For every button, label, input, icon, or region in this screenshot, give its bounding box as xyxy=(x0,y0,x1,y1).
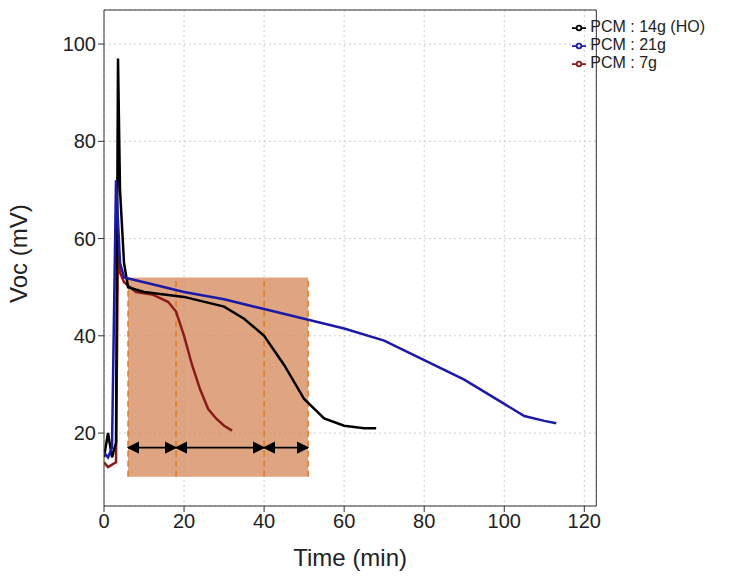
svg-text:40: 40 xyxy=(74,325,96,347)
svg-text:60: 60 xyxy=(333,510,355,532)
svg-text:0: 0 xyxy=(98,510,109,532)
svg-text:Time (min): Time (min) xyxy=(293,544,407,571)
svg-text:80: 80 xyxy=(413,510,435,532)
html-text:PCM : 14g (HO): PCM : 14g (HO) xyxy=(590,18,705,35)
svg-text:40: 40 xyxy=(253,510,275,532)
svg-text:120: 120 xyxy=(568,510,601,532)
svg-text:60: 60 xyxy=(74,228,96,250)
svg-text:20: 20 xyxy=(74,422,96,444)
svg-text:100: 100 xyxy=(488,510,521,532)
svg-text:100: 100 xyxy=(63,33,96,55)
html-text:PCM : 7g: PCM : 7g xyxy=(590,54,657,71)
svg-text:Voc (mV): Voc (mV) xyxy=(5,204,32,303)
svg-text:20: 20 xyxy=(173,510,195,532)
svg-text:80: 80 xyxy=(74,130,96,152)
html-text:PCM : 21g: PCM : 21g xyxy=(590,36,666,53)
